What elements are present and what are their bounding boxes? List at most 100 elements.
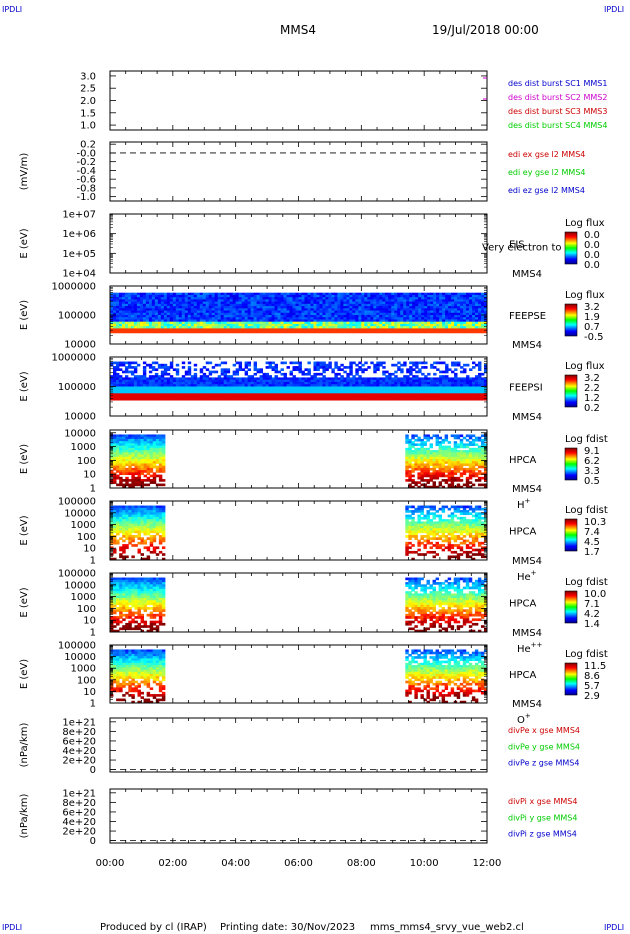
heatmap-cell — [226, 294, 231, 298]
heatmap-cell — [220, 312, 225, 316]
heatmap-cell — [178, 310, 183, 314]
heatmap-cell — [373, 312, 377, 316]
heatmap-cell — [400, 315, 404, 318]
heatmap-cell — [310, 395, 314, 399]
heatmap-cell — [295, 312, 299, 316]
heatmap-cell — [379, 361, 383, 365]
heatmap-cell — [256, 393, 261, 396]
heatmap-cell — [331, 370, 335, 374]
heatmap-cell — [133, 393, 138, 396]
heatmap-cell — [361, 321, 365, 325]
heatmap-cell — [388, 308, 392, 311]
heatmap-cell — [292, 319, 296, 323]
heatmap-cell — [160, 317, 165, 320]
heatmap-cell — [250, 388, 255, 392]
heatmap-cell — [295, 391, 299, 394]
heatmap-cell — [325, 397, 329, 401]
heatmap-cell — [214, 391, 219, 394]
heatmap-cell — [460, 386, 464, 390]
heatmap-cell — [385, 299, 389, 303]
heatmap-cell — [271, 379, 275, 383]
heatmap-cell — [448, 306, 452, 309]
heatmap-cell — [352, 319, 356, 323]
heatmap-cell — [334, 393, 338, 396]
heatmap-cell — [322, 292, 326, 296]
heatmap-cell — [466, 384, 470, 387]
heatmap-cell — [430, 393, 434, 396]
heatmap-cell — [184, 323, 189, 327]
heatmap-cell — [115, 386, 120, 390]
heatmap-cell — [199, 323, 204, 327]
heatmap-cell — [346, 375, 350, 378]
heatmap-cell — [385, 315, 389, 318]
heatmap-cell — [322, 317, 326, 320]
heatmap-cell — [131, 459, 135, 462]
heatmap-cell — [478, 384, 482, 387]
heatmap-cell — [432, 483, 436, 487]
heatmap-cell — [157, 391, 162, 394]
heatmap-cell — [411, 467, 415, 471]
heatmap-cell — [364, 321, 368, 325]
heatmap-cell — [253, 321, 258, 325]
heatmap-cell — [122, 465, 126, 469]
heatmap-cell — [414, 450, 418, 453]
heatmap-cell — [334, 323, 338, 327]
heatmap-cell — [175, 395, 180, 399]
heatmap-cell — [143, 447, 148, 451]
heatmap-cell — [370, 395, 374, 399]
heatmap-cell — [358, 326, 362, 329]
heatmap-cell — [466, 326, 470, 329]
heatmap-cell — [340, 397, 344, 401]
heatmap-cell — [322, 368, 326, 372]
heatmap-cell — [394, 294, 398, 298]
heatmap-cell — [426, 474, 430, 478]
heatmap-cell — [134, 470, 138, 473]
heatmap-cell — [439, 388, 443, 392]
heatmap-cell — [134, 481, 138, 484]
heatmap-cell — [451, 297, 455, 300]
heatmap-cell — [145, 323, 150, 327]
heatmap-cell — [136, 317, 141, 320]
heatmap-cell — [423, 474, 427, 478]
heatmap-cell — [271, 377, 275, 381]
heatmap-cell — [367, 328, 371, 332]
heatmap-cell — [143, 463, 148, 467]
heatmap-cell — [301, 294, 305, 298]
heatmap-cell — [433, 323, 437, 327]
heatmap-cell — [187, 330, 192, 334]
heatmap-cell — [133, 328, 138, 332]
heatmap-cell — [157, 294, 162, 298]
heatmap-cell — [484, 330, 488, 334]
heatmap-cell — [247, 315, 252, 318]
heatmap-cell — [415, 361, 419, 365]
heatmap-cell — [454, 361, 458, 365]
heatmap-cell — [313, 308, 317, 311]
heatmap-cell — [361, 308, 365, 311]
heatmap-cell — [421, 294, 425, 298]
heatmap-cell — [460, 312, 464, 316]
heatmap-cell — [148, 395, 153, 399]
heatmap-cell — [274, 330, 278, 334]
heatmap-cell — [388, 386, 392, 390]
heatmap-cell — [125, 434, 129, 438]
heatmap-cell — [451, 393, 455, 396]
heatmap-cell — [160, 299, 165, 303]
heatmap-cell — [457, 379, 461, 383]
heatmap-cell — [127, 330, 132, 334]
heatmap-cell — [124, 306, 129, 309]
heatmap-cell — [304, 395, 308, 399]
heatmap-cell — [331, 317, 335, 320]
heatmap-cell — [160, 306, 165, 309]
heatmap-cell — [403, 303, 407, 307]
heatmap-cell — [415, 306, 419, 309]
heatmap-cell — [229, 306, 234, 309]
heatmap-cell — [388, 375, 392, 378]
heatmap-cell — [376, 397, 380, 401]
heatmap-cell — [478, 368, 482, 372]
heatmap-cell — [421, 386, 425, 390]
heatmap-cell — [184, 393, 189, 396]
heatmap-cell — [367, 366, 371, 369]
heatmap-cell — [214, 323, 219, 327]
heatmap-cell — [121, 381, 126, 385]
heatmap-cell — [298, 384, 302, 387]
